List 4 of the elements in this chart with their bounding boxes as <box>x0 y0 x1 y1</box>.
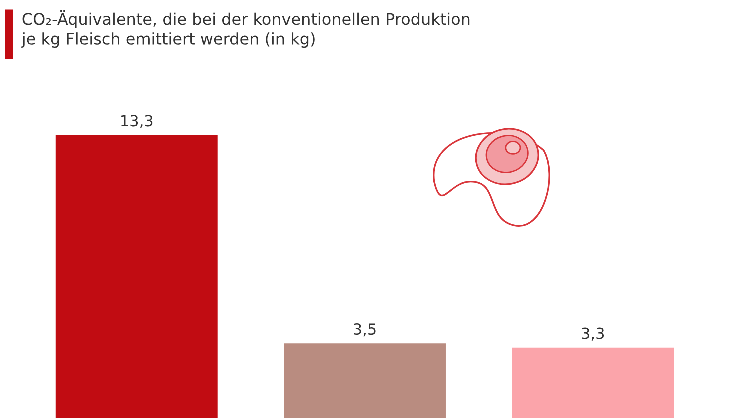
data-label: 3,5 <box>354 324 376 337</box>
data-label: 3,3 <box>582 328 604 341</box>
chart-subtitle: CO₂-Äquivalente, die bei der konventionellen Produktion je kg Fleisch emittiert werden (in kg) <box>22 10 470 48</box>
data-label: 13,3 <box>122 115 153 128</box>
